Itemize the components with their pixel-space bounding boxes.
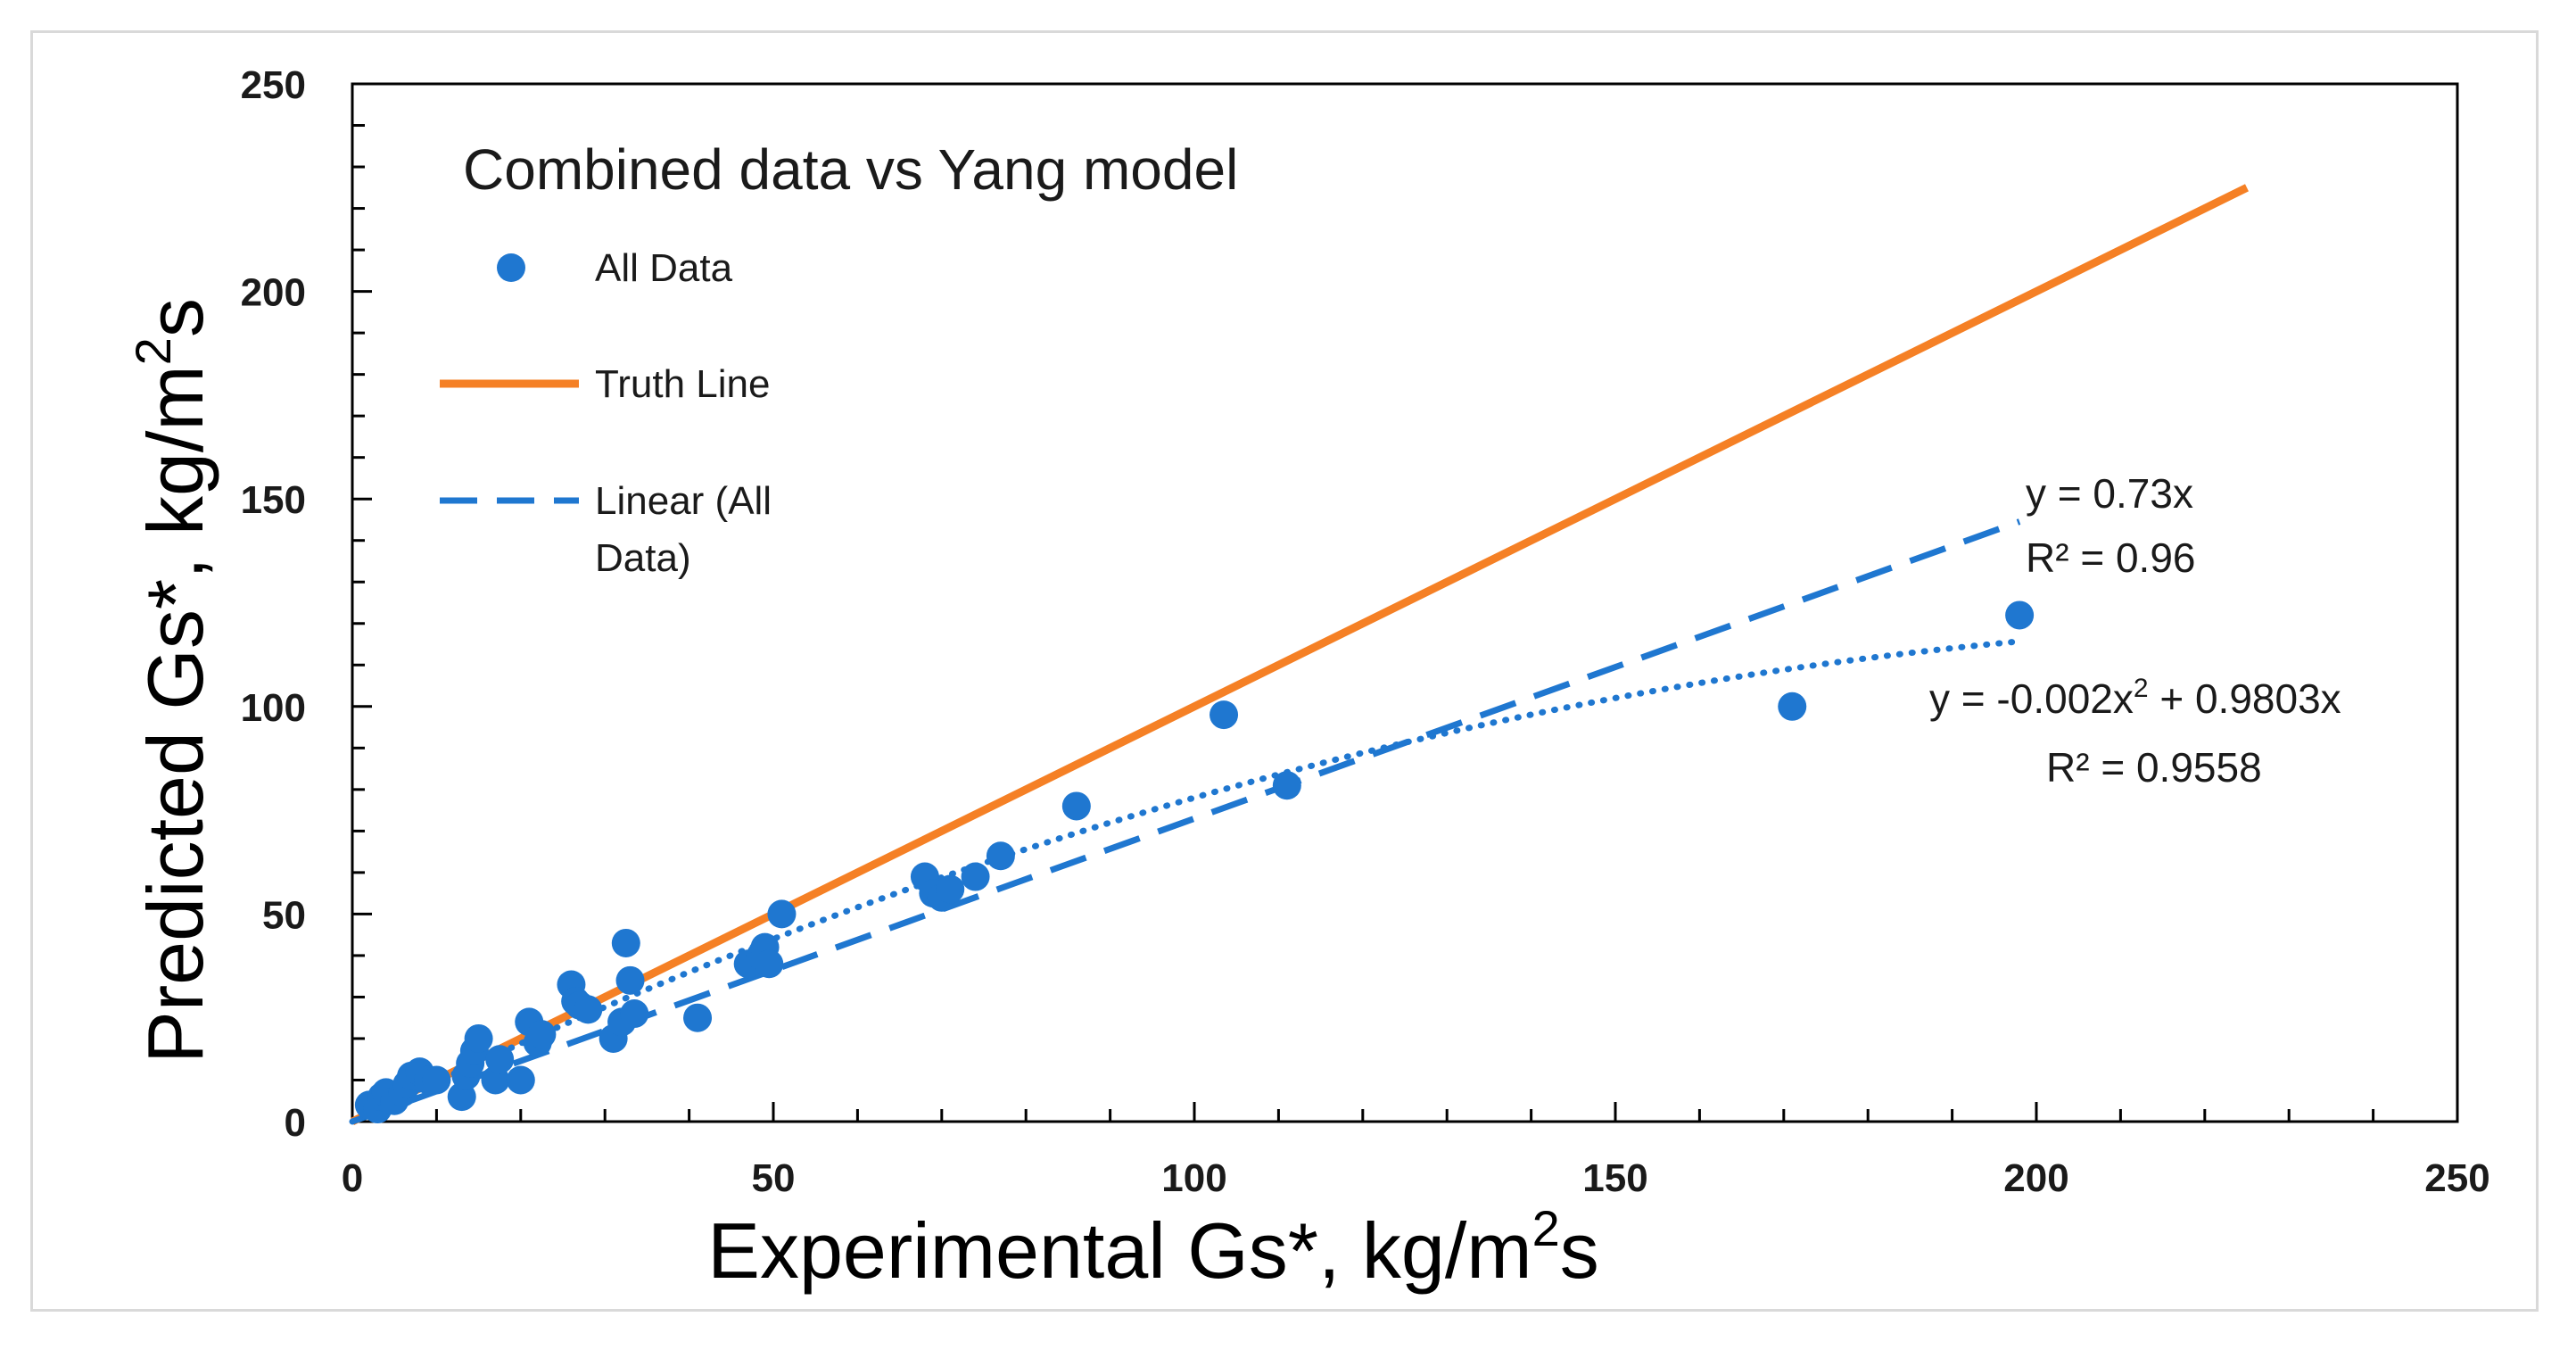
data-point bbox=[615, 965, 645, 995]
poly-r2: R² = 0.9558 bbox=[2046, 744, 2262, 791]
legend-label-all-data: All Data bbox=[595, 246, 733, 290]
x-tick-label: 200 bbox=[2003, 1156, 2068, 1200]
y-tick-label: 250 bbox=[241, 63, 306, 107]
legend-label-linear-line1: Linear (All bbox=[595, 479, 772, 523]
y-tick-label: 200 bbox=[241, 271, 306, 315]
y-tick-label: 0 bbox=[285, 1101, 306, 1145]
linear-equation: y = 0.73x bbox=[2026, 470, 2193, 517]
chart-title: Combined data vs Yang model bbox=[463, 137, 1238, 202]
data-point bbox=[464, 1023, 493, 1053]
x-tick-label: 100 bbox=[1161, 1156, 1226, 1200]
truth-line bbox=[351, 184, 2249, 1126]
linear-r2: R² = 0.96 bbox=[2026, 534, 2196, 581]
y-tick-label: 50 bbox=[262, 893, 306, 937]
poly-equation: y = -0.002x2 + 0.9803x bbox=[1929, 674, 2341, 722]
data-point bbox=[611, 928, 640, 957]
data-point bbox=[2005, 600, 2035, 630]
data-point bbox=[1061, 791, 1091, 821]
legend-marker-all-data bbox=[497, 253, 525, 282]
data-point bbox=[683, 1003, 713, 1032]
data-point bbox=[422, 1065, 451, 1095]
data-point bbox=[1778, 692, 1807, 721]
y-tick-label: 150 bbox=[241, 478, 306, 522]
data-point bbox=[527, 1020, 557, 1049]
plot-area-border bbox=[351, 82, 2459, 1123]
x-tick-label: 150 bbox=[1582, 1156, 1647, 1200]
x-tick-label: 0 bbox=[342, 1156, 363, 1200]
y-tick-label: 100 bbox=[241, 686, 306, 730]
y-axis-title: Predicted Gs*, kg/m2s bbox=[125, 298, 219, 1064]
data-point bbox=[620, 999, 649, 1029]
polynomial-trendline bbox=[349, 638, 2023, 1125]
data-point bbox=[986, 841, 1015, 871]
data-point bbox=[1210, 700, 1239, 730]
data-point bbox=[485, 1045, 515, 1074]
data-point bbox=[767, 899, 797, 929]
poly-equation-sup: 2 bbox=[2134, 674, 2149, 703]
x-axis-title: Experimental Gs*, kg/m2s bbox=[707, 1200, 1598, 1295]
data-point bbox=[1272, 771, 1301, 800]
legend-label-linear-line2: Data) bbox=[595, 536, 691, 580]
data-point bbox=[936, 874, 965, 904]
chart-frame: 0 50 100 150 200 250 0 50 100 150 200 250 Combined … bbox=[30, 30, 2539, 1312]
x-tick-label: 50 bbox=[752, 1156, 796, 1200]
poly-equation-base: y = -0.002x bbox=[1929, 675, 2134, 722]
data-point bbox=[755, 949, 784, 979]
data-point bbox=[574, 995, 603, 1024]
scatter-chart: 0 50 100 150 200 250 0 50 100 150 200 250 Combined … bbox=[125, 63, 2490, 1295]
poly-equation-rest: + 0.9803x bbox=[2149, 675, 2341, 722]
data-point bbox=[961, 862, 990, 891]
data-point bbox=[506, 1065, 535, 1095]
x-tick-label: 250 bbox=[2424, 1156, 2489, 1200]
legend-label-truth-line: Truth Line bbox=[595, 362, 770, 406]
